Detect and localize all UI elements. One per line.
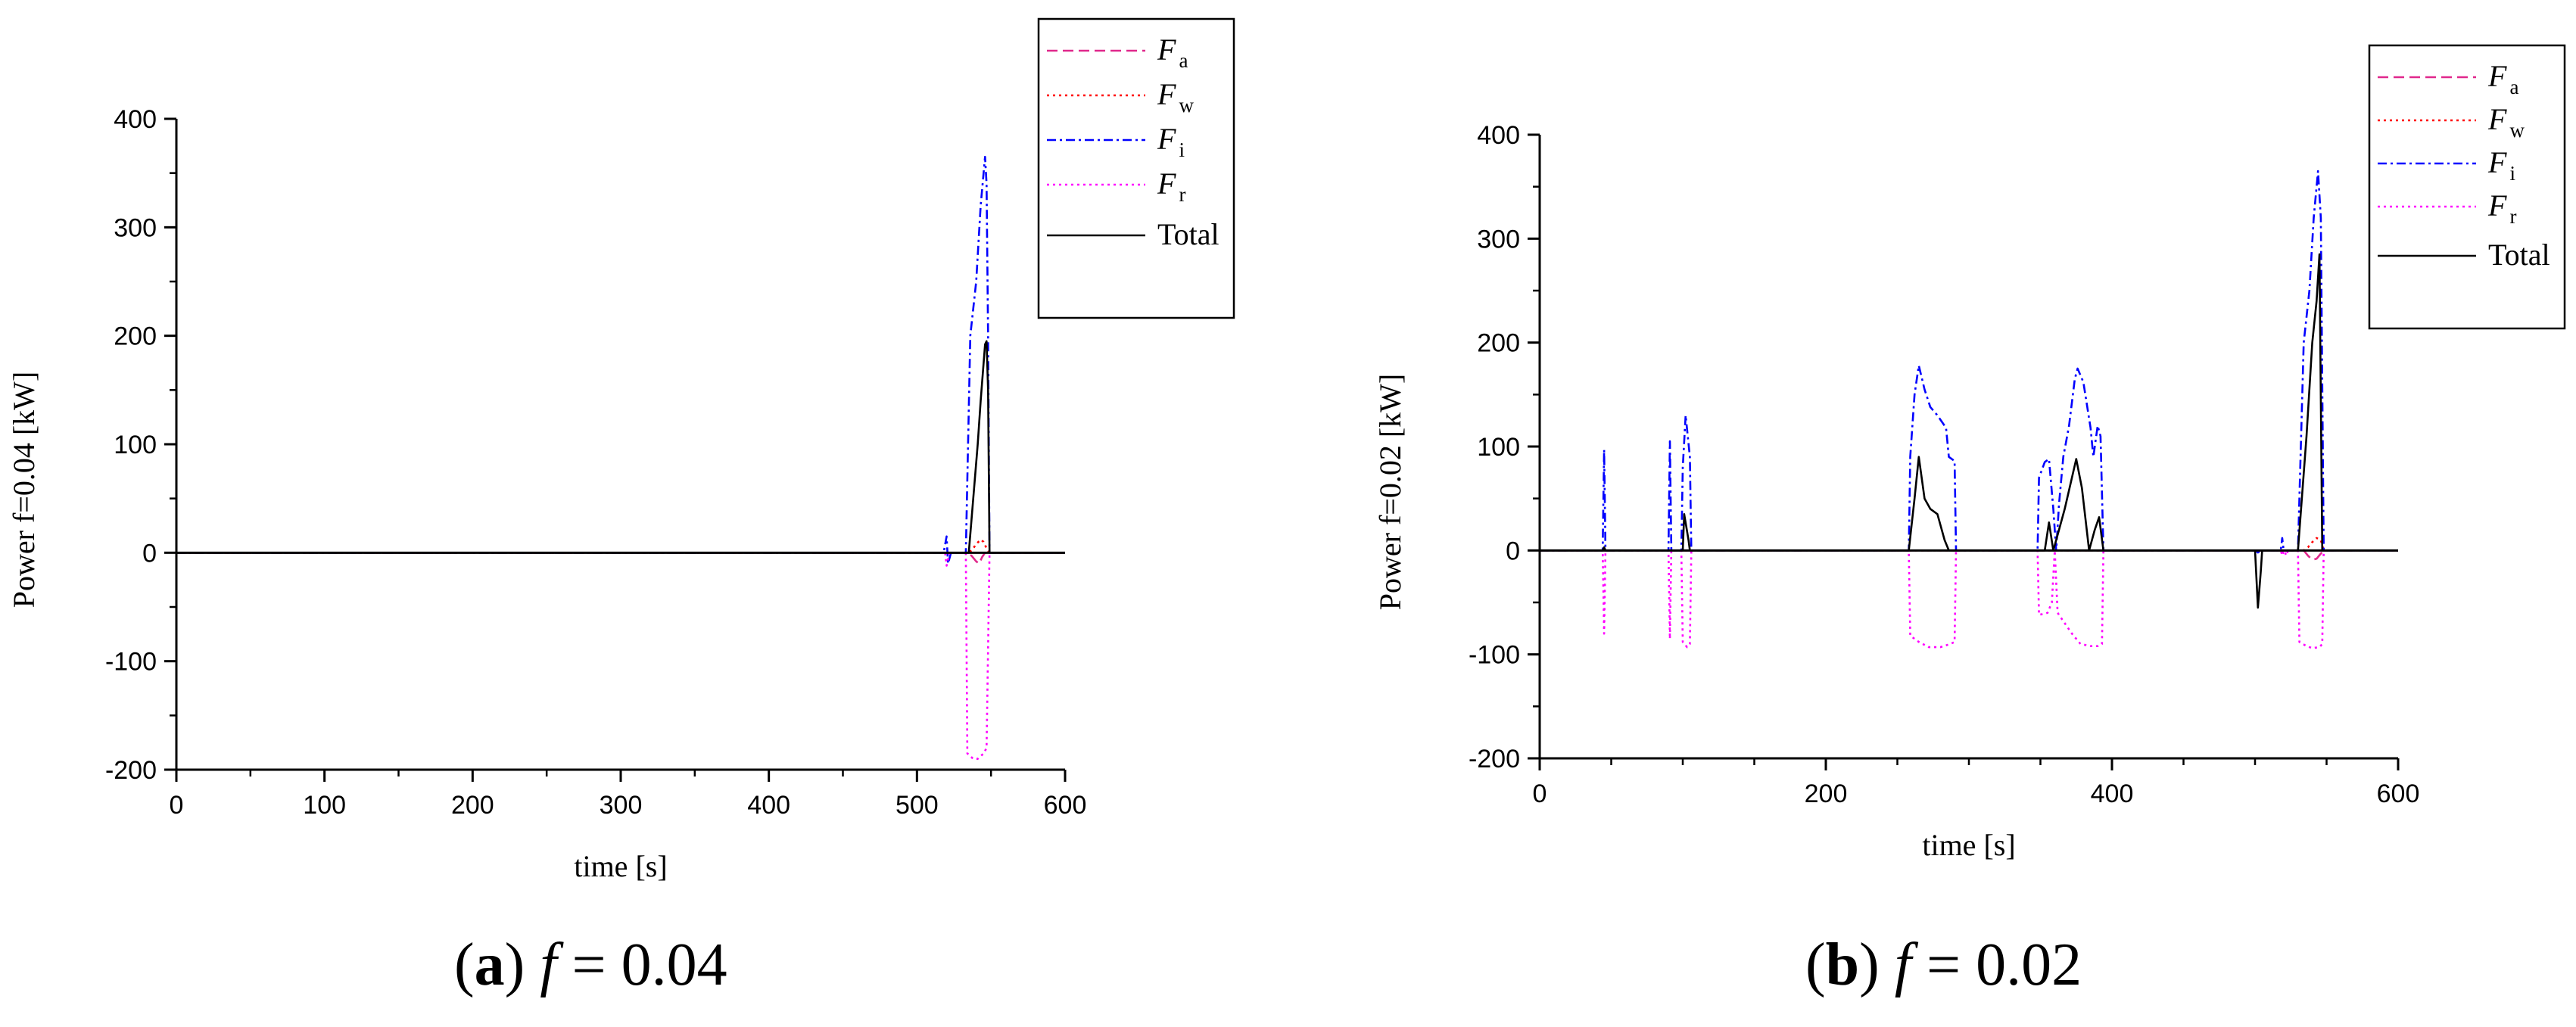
legend-entry-subscript: r [2509, 205, 2516, 228]
legend-entry-name: F [2487, 102, 2507, 136]
y-tick-label-b: 200 [1477, 329, 1520, 358]
caption-a-letter: a [474, 932, 505, 998]
y-tick-label-b: -200 [1469, 745, 1520, 773]
series-line-b-r [1540, 549, 2398, 649]
legend-entry-name: F [1157, 166, 1176, 201]
legend-entry-subscript: r [1179, 183, 1185, 206]
y-tick-label-a: 300 [114, 213, 157, 242]
legend-entry-name: Total [1157, 217, 1219, 251]
series-line-a-r [176, 551, 1065, 761]
chart-b: 0 200 400 600 -200 -100 0 100 200 300 400 time [s] P… [1373, 44, 2566, 862]
x-tick-label-a: 100 [303, 791, 346, 820]
x-tick-label-a: 600 [1044, 791, 1087, 820]
y-tick-label-b: 100 [1477, 433, 1520, 462]
series-line-a-w [176, 538, 1065, 554]
x-tick-label-b: 600 [2377, 780, 2420, 808]
x-tick-label-a: 200 [451, 791, 494, 820]
caption-a-value: = 0.04 [556, 932, 727, 998]
series-line-b-i [1540, 170, 2398, 554]
caption-b: (b) f = 0.02 [1805, 932, 2082, 998]
y-axis-label-b: Power f=0.02 [kW] [1373, 374, 1407, 610]
legend-entry-subscript: w [1179, 94, 1194, 117]
legend-entry-name: F [1157, 122, 1176, 156]
legend-entry-subscript: w [2509, 119, 2525, 142]
y-tick-label-b: 0 [1506, 537, 1520, 565]
caption-a-var: f [540, 932, 557, 998]
y-tick-label-a: 200 [114, 322, 157, 351]
series-line-b-total [1540, 253, 2398, 609]
y-tick-label-a: -100 [105, 648, 157, 677]
chart-a: 0 100 200 300 400 500 600 -200 -100 0 100 200 300 400… [7, 17, 1235, 883]
x-tick-label-a: 400 [747, 791, 790, 820]
x-tick-label-b: 400 [2091, 780, 2134, 808]
caption-b-letter: b [1825, 932, 1860, 998]
legend-entry-b-total: Total [2488, 238, 2550, 272]
series-line-a-a [176, 551, 1065, 565]
legend-entry-subscript: a [1179, 49, 1188, 72]
series-line-a-i [176, 155, 1065, 565]
legend-entry-name: F [2487, 145, 2507, 179]
caption-a: (a) f = 0.04 [454, 932, 727, 998]
x-tick-label-b: 0 [1533, 780, 1547, 808]
series-line-a-total [176, 340, 1065, 554]
legend-entry-a-total: Total [1157, 217, 1219, 251]
legend-entry-name: Total [2488, 238, 2550, 272]
x-tick-label-a: 300 [600, 791, 643, 820]
legend-entry-subscript: i [2509, 162, 2515, 185]
y-tick-label-a: 100 [114, 431, 157, 459]
y-tick-label-a: -200 [105, 756, 157, 785]
legend-entry-name: F [1157, 77, 1176, 111]
x-tick-label-a: 500 [896, 791, 939, 820]
x-axis-label-b: time [s] [1922, 828, 2015, 862]
legend-entry-subscript: a [2509, 76, 2518, 98]
y-tick-label-a: 0 [142, 539, 157, 568]
legend-entry-subscript: i [1179, 138, 1185, 161]
legend-entry-name: F [1157, 33, 1176, 67]
legend-entry-name: F [2487, 188, 2507, 223]
caption-b-value: = 0.02 [1911, 932, 2082, 998]
y-axis-label-a: Power f=0.04 [kW] [7, 372, 41, 608]
legend-entry-name: F [2487, 59, 2507, 93]
x-tick-label-a: 0 [170, 791, 184, 820]
y-tick-label-b: -100 [1469, 641, 1520, 670]
y-tick-label-b: 300 [1477, 225, 1520, 254]
x-tick-label-b: 200 [1805, 780, 1848, 808]
legend-box-b [2368, 44, 2566, 330]
y-tick-label-b: 400 [1477, 121, 1520, 150]
y-tick-label-a: 400 [114, 105, 157, 134]
caption-b-var: f [1894, 932, 1912, 998]
legend-box-a [1037, 17, 1235, 319]
x-axis-label-a: time [s] [574, 849, 667, 883]
